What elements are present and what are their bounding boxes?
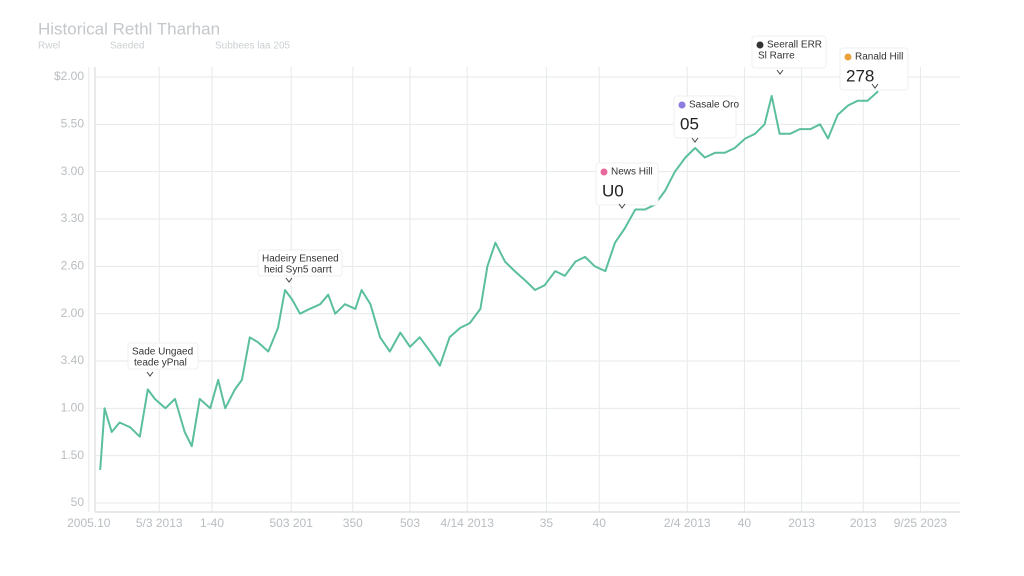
- annotation-pointer: [776, 69, 784, 75]
- x-tick-label: 40: [593, 516, 607, 530]
- annotation-box: [257, 249, 343, 277]
- x-tick-label: 2/4 2013: [664, 516, 711, 530]
- annotation-pointer: [146, 371, 154, 377]
- line-series: [99, 90, 879, 470]
- annotation: Ranald Hill 278: [839, 47, 909, 91]
- annotation-label: Ranald Hill: [855, 52, 903, 63]
- subtitle: Subbees laa 205: [215, 41, 291, 52]
- y-tick-label: 3.30: [61, 211, 85, 225]
- annotation-icon: [600, 168, 608, 176]
- annotation-pointer: [871, 83, 879, 89]
- x-tick-label: 350: [343, 516, 363, 530]
- x-tick-label: 2013: [850, 516, 877, 530]
- y-tick-label: 1.50: [61, 448, 85, 462]
- x-tick-label: 4/14 2013: [441, 516, 495, 530]
- annotation-pointer: [618, 203, 626, 209]
- annotation-box: [127, 342, 199, 370]
- annotation-icon: [678, 101, 686, 109]
- annotation-value: 05: [680, 114, 699, 133]
- x-tick-label: 5/3 2013: [136, 516, 183, 530]
- annotation-box: [751, 35, 827, 69]
- x-tick-label: 1-40: [200, 516, 224, 530]
- annotation-label: Sade Ungaed: [132, 347, 193, 358]
- annotation-label: heid Syn5 oarrt: [264, 265, 332, 276]
- annotation-label: teade yPnal: [134, 358, 187, 369]
- y-tick-label: 5.50: [61, 117, 85, 131]
- x-tick-label: 503: [400, 516, 420, 530]
- y-tick-label: 3.00: [61, 164, 85, 178]
- annotation: News Hill U0: [595, 162, 659, 209]
- y-tick-label: 50: [71, 495, 85, 509]
- y-tick-label: $2.00: [54, 69, 84, 83]
- annotation-pointer: [691, 137, 699, 143]
- x-tick-label: 35: [540, 516, 554, 530]
- x-tick-label: 2005.10: [67, 516, 111, 530]
- x-tick-label: 2013: [788, 516, 815, 530]
- annotation: Sasale Oro 05: [673, 95, 739, 143]
- annotation-label: Hadeiry Ensened: [262, 254, 339, 265]
- y-tick-label: 1.00: [61, 401, 85, 415]
- annotation-value: 278: [846, 66, 874, 85]
- y-tick-label: 3.40: [61, 353, 85, 367]
- y-tick-label: 2.00: [61, 306, 85, 320]
- y-tick-label: 2.60: [61, 259, 85, 273]
- x-tick-label: 40: [738, 516, 752, 530]
- annotation-label: Sl Rarre: [758, 51, 795, 62]
- annotation-box: [673, 95, 737, 139]
- annotation-box: [595, 162, 659, 206]
- x-tick-label: 503 201: [270, 516, 314, 530]
- subtitle: Rwel: [38, 41, 60, 52]
- annotation-box: [839, 47, 909, 91]
- x-tick-label: 9/25 2023: [894, 516, 948, 530]
- annotation-icon: [844, 53, 852, 61]
- annotation-label: News Hill: [611, 167, 653, 178]
- annotation-label: Sasale Oro: [689, 100, 739, 111]
- annotation-icon: [756, 41, 764, 49]
- chart-title: Historical Rethl Tharhan: [38, 19, 220, 38]
- annotation-pointer: [285, 277, 293, 283]
- subtitle: Saeded: [110, 41, 144, 52]
- annotation-value: U0: [602, 181, 624, 200]
- annotation-label: Seerall ERR: [767, 40, 822, 51]
